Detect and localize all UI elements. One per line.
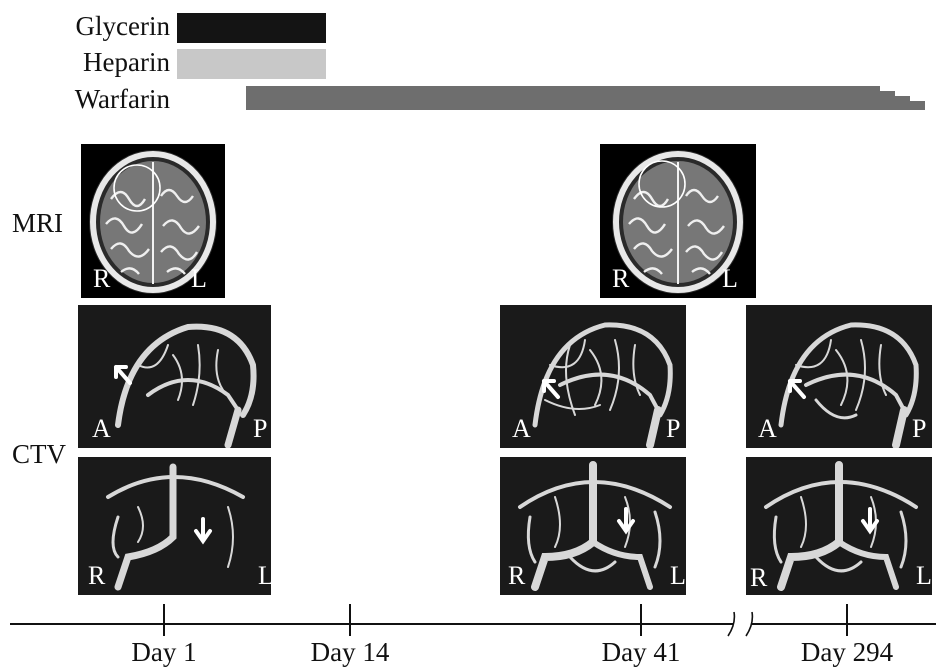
- ctv-lateral-day41-image: A P: [500, 305, 686, 448]
- arrow-icon: [861, 507, 879, 535]
- tick-day294: [846, 604, 848, 636]
- ctv-coronal-day1-image: R L: [78, 457, 271, 595]
- day-label-day41: Day 41: [601, 637, 681, 667]
- drug-label-glycerin: Glycerin: [75, 11, 170, 41]
- tick-day14: [349, 604, 351, 636]
- tick-day1: [163, 604, 165, 636]
- mri-day1-left-marker: L: [191, 264, 207, 293]
- mri-day1-image: R L: [81, 144, 225, 298]
- ctv-coronal-day1-right-marker: R: [88, 561, 106, 590]
- ctv-lateral-day1-anterior-marker: A: [92, 414, 111, 443]
- day-label-day14: Day 14: [310, 637, 390, 667]
- heparin-bar: [177, 49, 326, 79]
- mri-row-label: MRI: [12, 208, 64, 238]
- ctv-lateral-day294-anterior-marker: A: [758, 414, 777, 443]
- ctv-coronal-day1-left-marker: L: [258, 561, 271, 590]
- ctv-coronal-day41-right-marker: R: [508, 561, 526, 590]
- mri-day41-left-marker: L: [722, 264, 738, 293]
- day-label-day294: Day 294: [800, 637, 894, 667]
- ctv-lateral-day41-anterior-marker: A: [512, 414, 531, 443]
- warfarin-bar: [246, 86, 925, 110]
- ctv-row-label: CTV: [12, 439, 66, 469]
- day-label-day1: Day 1: [131, 637, 197, 667]
- glycerin-bar: [177, 13, 326, 43]
- ctv-lateral-day1-posterior-marker: P: [253, 414, 268, 443]
- ctv-lateral-day1-image: A P: [78, 305, 271, 448]
- ctv-coronal-day294-right-marker: R: [750, 563, 768, 592]
- arrow-icon: [617, 507, 635, 535]
- drug-label-heparin: Heparin: [83, 47, 170, 77]
- arrow-icon: [788, 379, 806, 399]
- ctv-lateral-day41-posterior-marker: P: [666, 414, 681, 443]
- ctv-coronal-day294-image: R L: [746, 457, 932, 595]
- ctv-lateral-day294-image: A P: [746, 305, 932, 448]
- arrow-icon: [542, 379, 560, 399]
- mri-day1-right-marker: R: [93, 264, 111, 293]
- ctv-coronal-day41-left-marker: L: [670, 561, 686, 590]
- ctv-coronal-day294-left-marker: L: [916, 561, 932, 590]
- arrow-icon: [114, 365, 132, 385]
- ctv-coronal-day41-image: R L: [500, 457, 686, 595]
- mri-day41-right-marker: R: [612, 264, 630, 293]
- tick-day41: [640, 604, 642, 636]
- timeline-axis: [10, 611, 936, 637]
- mri-day41-image: R L: [600, 144, 756, 298]
- axis-break-icon: [727, 611, 754, 637]
- ctv-lateral-day294-posterior-marker: P: [912, 414, 927, 443]
- arrow-icon: [194, 517, 212, 545]
- drug-label-warfarin: Warfarin: [74, 84, 170, 114]
